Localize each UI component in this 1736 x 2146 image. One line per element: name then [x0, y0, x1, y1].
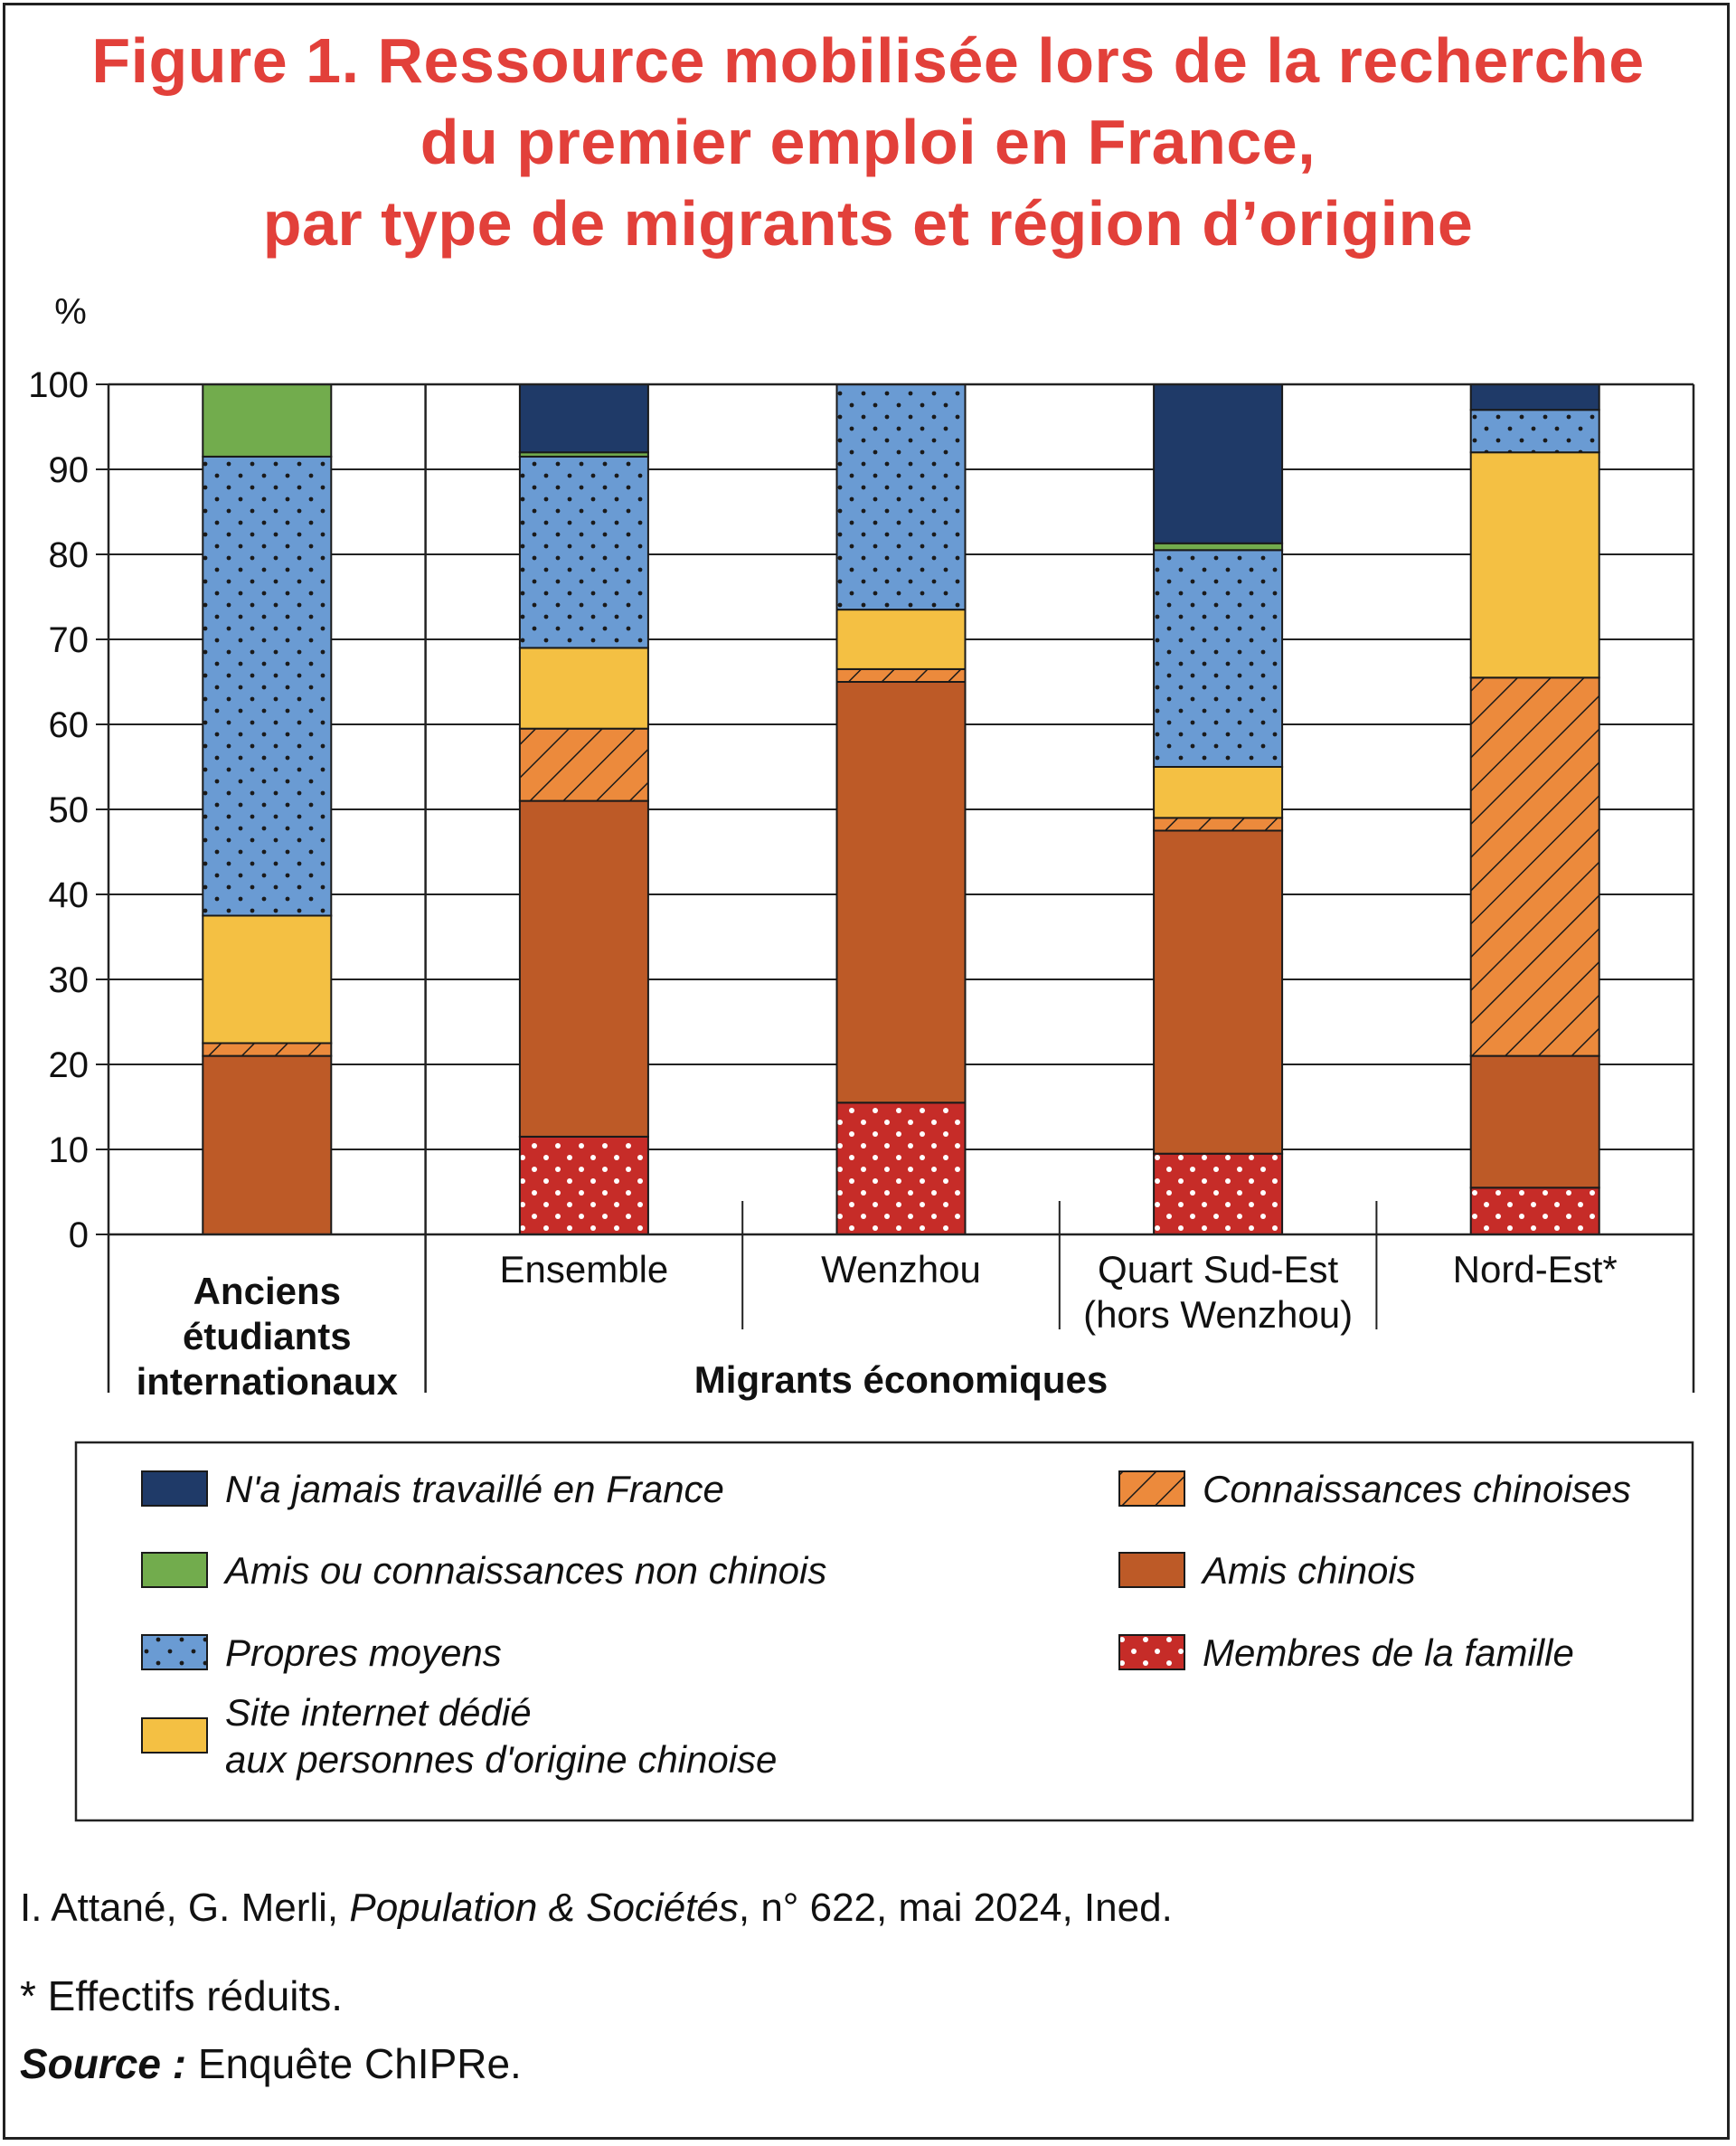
legend-swatch-never_worked: [141, 1470, 208, 1507]
legend-label: Membres de la famille: [1203, 1631, 1574, 1674]
legend-label: Propres moyens: [225, 1631, 502, 1674]
bar-segment-website: [1469, 451, 1600, 679]
citation-rest: , n° 622, mai 2024, Ined.: [738, 1886, 1173, 1930]
axes: 0 10 20 30 40 50 60 70 80 90 100% Anciensétudiantsi…: [28, 292, 1695, 1403]
bar-segment-chinese_friends: [202, 1054, 333, 1235]
title-line-3: par type de migrants et région d’origine: [262, 188, 1474, 259]
legend-label: Amis chinois: [1200, 1549, 1416, 1592]
x-tick-label: Ensemble: [500, 1248, 669, 1290]
bar-segment-own_means: [835, 383, 967, 611]
figure-frame: [3, 3, 1730, 2140]
y-tick-label: 50: [49, 790, 90, 830]
bar-segment-own_means: [1469, 409, 1600, 454]
bar-segment-chinese_friends: [835, 681, 967, 1104]
group-label: Migrants économiques: [694, 1358, 1108, 1401]
bar-segment-chinese_acq: [835, 667, 967, 684]
bar-segment-own_means: [1153, 549, 1284, 768]
bar-segment-non_chinese: [1153, 542, 1284, 552]
bar-segment-chinese_acq: [1469, 676, 1600, 1057]
source-text: Enquête ChIPRe.: [186, 2040, 522, 2087]
x-tick-label: (hors Wenzhou): [1083, 1293, 1353, 1336]
y-tick-label: 70: [49, 620, 90, 660]
legend: N'a jamais travaillé en France Amis ou co…: [74, 1441, 1694, 1822]
bar-segment-never_worked: [518, 383, 649, 454]
legend-swatch-chinese_acq: [1118, 1470, 1185, 1507]
citation-journal: Population & Sociétés: [349, 1886, 739, 1930]
y-tick-label: 100: [28, 365, 89, 405]
bar-segment-non_chinese: [202, 383, 333, 458]
bar-segment-never_worked: [1469, 383, 1600, 411]
x-tick-label: Anciens: [193, 1270, 341, 1312]
legend-label: Amis ou connaissances non chinois: [222, 1549, 826, 1592]
y-tick-label: 10: [49, 1130, 90, 1170]
bar-segment-website: [518, 647, 649, 730]
x-tick-label: internationaux: [137, 1360, 399, 1403]
y-axis-label: %: [54, 292, 87, 332]
bar-segment-family: [1153, 1152, 1284, 1235]
bar-segment-chinese_acq: [202, 1042, 333, 1057]
title-line-2: du premier emploi en France,: [420, 107, 1316, 177]
bar-segment-website: [1153, 766, 1284, 819]
y-tick-label: 20: [49, 1045, 90, 1085]
citation: I. Attané, G. Merli, Population & Sociét…: [20, 1886, 1173, 1931]
bars: [202, 383, 1600, 1236]
legend-swatch-own_means: [141, 1634, 208, 1670]
bar-segment-chinese_acq: [1153, 817, 1284, 832]
source-line: Source : Enquête ChIPRe.: [20, 2039, 522, 2088]
x-tick-label: étudiants: [183, 1315, 352, 1357]
y-tick-label: 90: [49, 450, 90, 490]
legend-label: Connaissances chinoises: [1203, 1468, 1631, 1510]
footnote: * Effectifs réduits.: [20, 1972, 344, 2019]
x-tick-label: Quart Sud-Est: [1098, 1248, 1338, 1290]
x-tick-label: Wenzhou: [821, 1248, 981, 1290]
bar-segment-family: [518, 1135, 649, 1236]
bar-segment-own_means: [518, 455, 649, 649]
x-tick-label: Nord-Est*: [1453, 1248, 1618, 1290]
legend-box: [74, 1441, 1694, 1822]
bar-segment-chinese_friends: [1469, 1054, 1600, 1189]
legend-label: N'a jamais travaillé en France: [225, 1468, 724, 1510]
y-tick-label: 80: [49, 535, 90, 575]
y-tick-label: 30: [49, 960, 90, 1000]
bar-segment-website: [202, 914, 333, 1045]
legend-label: aux personnes d'origine chinoise: [225, 1738, 777, 1781]
bar-segment-own_means: [202, 455, 333, 917]
source-label: Source :: [20, 2040, 187, 2087]
bar-segment-family: [835, 1101, 967, 1236]
chart-title: Figure 1. Ressource mobilisée lors de la…: [0, 20, 1736, 264]
legend-label: Site internet dédié: [225, 1691, 532, 1734]
bar-segment-family: [1469, 1186, 1600, 1236]
y-tick-label: 60: [49, 705, 90, 745]
citation-authors: I. Attané, G. Merli,: [20, 1886, 350, 1930]
y-tick-label: 0: [69, 1215, 89, 1255]
legend-swatch-website: [141, 1717, 208, 1754]
chart-area: 0 10 20 30 40 50 60 70 80 90 100% Anciensétudiantsi…: [28, 292, 1695, 1822]
legend-swatch-chinese_friends: [1118, 1552, 1185, 1588]
y-tick-label: 40: [49, 875, 90, 915]
bar-segment-website: [835, 609, 967, 670]
bar-segment-chinese_friends: [1153, 829, 1284, 1155]
title-line-1: Figure 1. Ressource mobilisée lors de la…: [91, 25, 1645, 96]
bar-segment-never_worked: [1153, 383, 1284, 544]
bar-segment-chinese_friends: [518, 799, 649, 1138]
bar-segment-chinese_acq: [518, 727, 649, 802]
legend-swatch-family: [1118, 1634, 1185, 1670]
legend-swatch-non_chinese: [141, 1552, 208, 1588]
